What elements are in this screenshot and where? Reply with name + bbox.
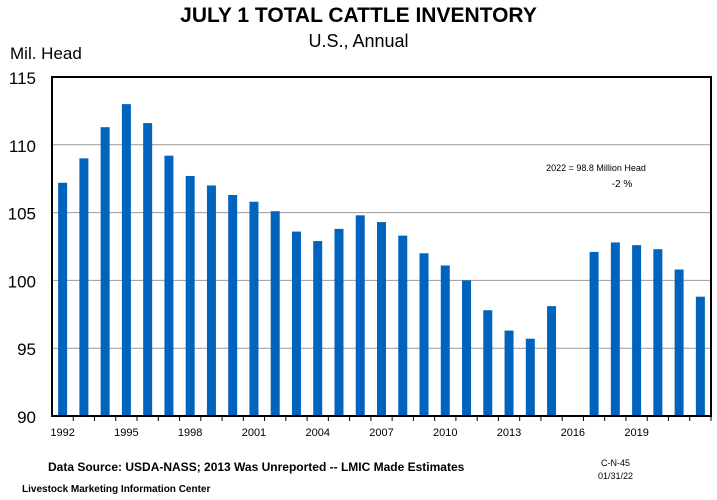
x-tick-label: 1998: [178, 427, 202, 439]
bar-2004: [313, 241, 323, 416]
bar-1996: [143, 123, 153, 416]
chart-title: JULY 1 TOTAL CATTLE INVENTORY: [180, 4, 537, 27]
organization: Livestock Marketing Information Center: [22, 484, 211, 495]
bar-2000: [228, 194, 238, 416]
y-axis-label: Mil. Head: [10, 44, 82, 63]
bar-2014: [525, 338, 535, 416]
bar-2009: [419, 253, 429, 416]
y-tick-label: 110: [9, 137, 36, 156]
annotation-value: 2022 = 98.8 Million Head: [546, 163, 646, 173]
x-tick-label: 2001: [242, 427, 266, 439]
bar-2013: [504, 330, 514, 416]
y-tick-label: 90: [17, 408, 36, 427]
y-tick-label: 105: [8, 205, 36, 224]
bar-1998: [185, 175, 195, 416]
bar-2002: [270, 211, 280, 416]
chart-code: C-N-45 01/31/22: [598, 457, 633, 483]
bar-2010: [440, 265, 450, 416]
bar-1997: [164, 155, 174, 416]
bar-1994: [100, 127, 110, 416]
bar-2021: [674, 269, 684, 416]
chart-subtitle: U.S., Annual: [308, 31, 409, 51]
bar-2020: [653, 249, 663, 416]
bar-1992: [58, 182, 68, 416]
bar-1993: [79, 158, 89, 417]
bar-1999: [206, 185, 216, 416]
x-tick-label: 2019: [624, 427, 648, 439]
bar-1995: [121, 104, 131, 417]
bar-2015: [547, 306, 557, 416]
y-tick-label: 100: [8, 272, 36, 291]
bar-2007: [377, 222, 386, 416]
bar-2001: [249, 201, 259, 416]
y-tick-label: 95: [17, 340, 36, 359]
x-tick-label: 2013: [497, 427, 521, 439]
x-tick-label: 2016: [561, 427, 585, 439]
bar-2022: [695, 296, 705, 416]
x-tick-label: 2010: [433, 427, 457, 439]
bar-2005: [334, 228, 344, 416]
x-tick-label: 2004: [305, 427, 329, 439]
bar-2012: [483, 310, 493, 416]
plot-frame: [51, 76, 712, 417]
bar-2018: [610, 242, 620, 416]
bar-2003: [291, 231, 301, 416]
bar-2019: [632, 245, 642, 416]
annotation-change: -2 %: [612, 179, 633, 190]
bar-2008: [398, 235, 408, 416]
x-tick-label: 1992: [50, 427, 74, 439]
chart-id: C-N-45: [601, 458, 631, 468]
chart-date: 01/31/22: [598, 471, 634, 481]
data-source: Data Source: USDA-NASS; 2013 Was Unrepor…: [48, 460, 465, 474]
x-tick-label: 1995: [114, 427, 138, 439]
bar-2017: [589, 251, 599, 416]
bar-2006: [355, 215, 365, 416]
x-tick-label: 2007: [369, 427, 393, 439]
y-tick-label: 115: [9, 69, 36, 88]
bar-2011: [462, 280, 472, 416]
